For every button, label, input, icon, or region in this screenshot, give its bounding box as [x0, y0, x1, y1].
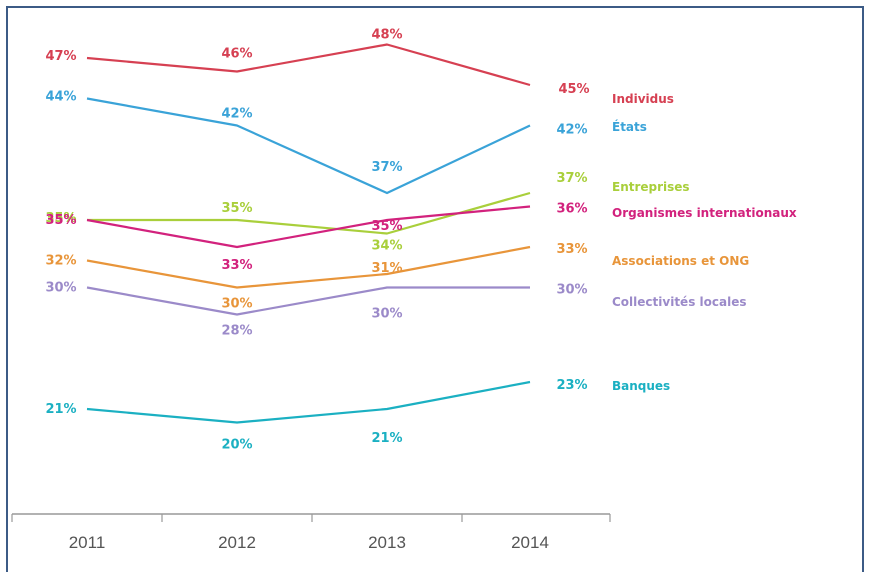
- chart-frame: [6, 6, 864, 572]
- data-label: 48%: [371, 28, 402, 43]
- data-label: 20%: [221, 438, 252, 453]
- data-label: 37%: [371, 160, 402, 175]
- series-line: [86, 43, 531, 87]
- data-label: 37%: [556, 171, 587, 186]
- legend-label: Individus: [612, 92, 674, 106]
- data-label: 33%: [221, 258, 252, 273]
- x-tick-label: 2014: [511, 533, 549, 552]
- data-label: 30%: [221, 297, 252, 312]
- data-label: 21%: [371, 431, 402, 446]
- legend-label: Associations et ONG: [612, 254, 749, 268]
- data-label: 35%: [221, 201, 252, 216]
- series-line: [86, 97, 531, 195]
- data-label: 36%: [556, 202, 587, 217]
- series-line: [86, 286, 530, 316]
- data-label: 42%: [556, 123, 587, 138]
- x-tick-label: 2012: [218, 533, 256, 552]
- legend-label: Collectivités locales: [612, 295, 746, 309]
- data-label: 30%: [45, 281, 76, 296]
- data-label: 34%: [371, 239, 402, 254]
- data-label: 44%: [45, 90, 76, 105]
- data-label: 32%: [45, 254, 76, 269]
- data-label: 46%: [221, 47, 252, 62]
- data-label: 45%: [558, 82, 589, 97]
- data-label: 21%: [45, 402, 76, 417]
- x-tick-label: 2011: [69, 533, 106, 552]
- data-label: 47%: [45, 49, 76, 64]
- data-label: 35%: [45, 211, 76, 226]
- data-label: 30%: [371, 307, 402, 322]
- data-label: 33%: [556, 242, 587, 257]
- series-line: [86, 205, 531, 249]
- series-line: [86, 245, 531, 289]
- data-label: 28%: [221, 324, 252, 339]
- data-label: 30%: [556, 283, 587, 298]
- data-label: 23%: [556, 378, 587, 393]
- legend-label: Entreprises: [612, 180, 690, 194]
- x-tick-label: 2013: [368, 533, 406, 552]
- data-label: 35%: [45, 213, 76, 228]
- legend-label: Banques: [612, 379, 670, 393]
- data-label: 31%: [371, 261, 402, 276]
- legend-label: Organismes internationaux: [612, 206, 797, 220]
- data-label: 35%: [371, 219, 402, 234]
- data-label: 42%: [221, 107, 252, 122]
- series-line: [86, 380, 531, 424]
- legend-label: États: [612, 119, 647, 134]
